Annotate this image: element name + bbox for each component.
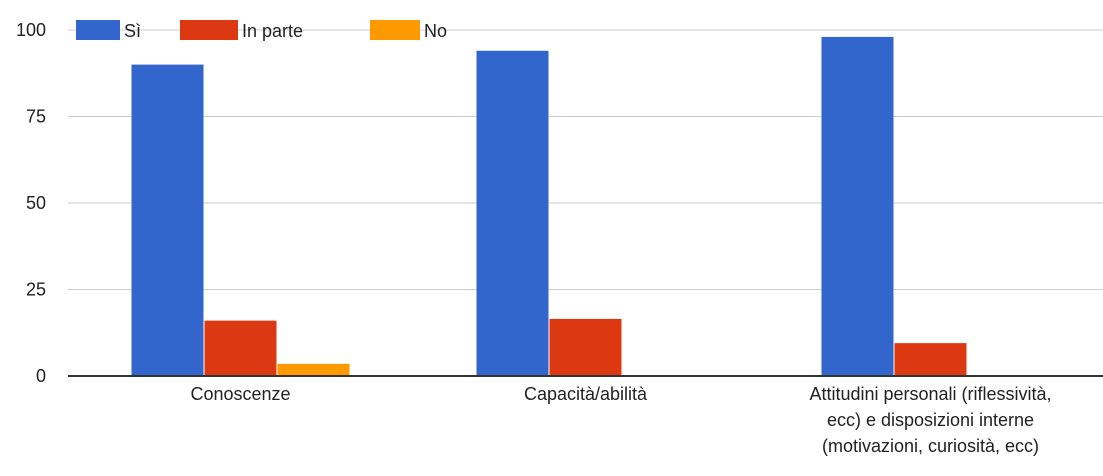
- legend-label: No: [424, 21, 447, 41]
- bar-in-parte: [894, 343, 967, 376]
- bar-si: [131, 64, 204, 376]
- category-label: Conoscenze: [190, 384, 290, 404]
- category-label: ecc) e disposizioni interne: [827, 410, 1034, 430]
- y-tick-label: 75: [26, 107, 46, 127]
- category-label: Attitudini personali (riflessività,: [809, 384, 1051, 404]
- category-label: (motivazioni, curiosità, ecc): [822, 436, 1039, 456]
- category-label: Capacità/abilità: [524, 384, 648, 404]
- bar-in-parte: [204, 320, 277, 376]
- legend-swatch: [76, 20, 120, 40]
- bar-si: [476, 50, 549, 376]
- y-tick-label: 25: [26, 280, 46, 300]
- bar-in-parte: [549, 318, 622, 376]
- bar-no: [277, 363, 350, 376]
- legend-swatch: [370, 20, 420, 40]
- y-tick-label: 50: [26, 193, 46, 213]
- legend-label: In parte: [242, 21, 303, 41]
- legend-swatch: [180, 20, 238, 40]
- bar-si: [821, 36, 894, 377]
- y-tick-label: 0: [36, 366, 46, 386]
- y-tick-label: 100: [16, 20, 46, 40]
- legend-label: Sì: [124, 21, 141, 41]
